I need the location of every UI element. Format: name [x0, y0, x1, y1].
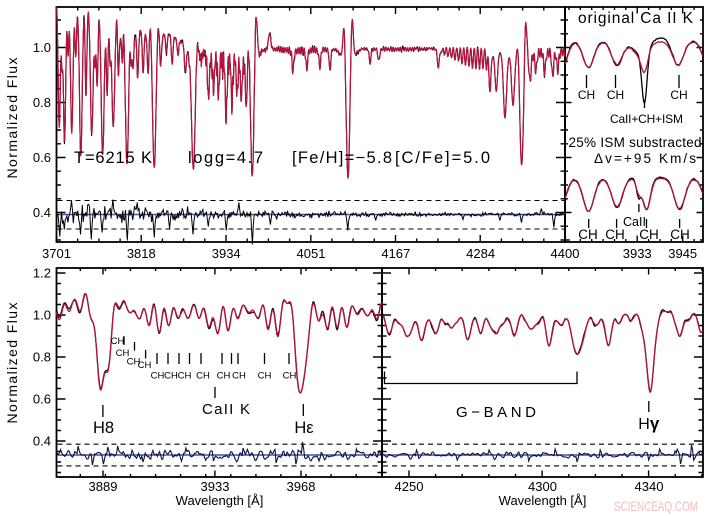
svg-text:25% ISM substracted: 25% ISM substracted	[569, 135, 702, 150]
svg-text:1.0: 1.0	[33, 308, 51, 323]
svg-text:Normalized Flux: Normalized Flux	[4, 303, 20, 424]
svg-text:0.4: 0.4	[33, 434, 51, 449]
svg-text:Wavelength [Å]: Wavelength [Å]	[499, 493, 587, 508]
svg-text:CaII: CaII	[623, 215, 646, 229]
svg-text:CH: CH	[217, 371, 231, 382]
svg-text:4250: 4250	[395, 479, 424, 494]
svg-text:3889: 3889	[89, 479, 118, 494]
svg-text:CH: CH	[670, 227, 690, 242]
svg-text:CH: CH	[232, 371, 246, 382]
svg-text:CaII K: CaII K	[202, 401, 250, 418]
svg-text:CH: CH	[639, 227, 659, 242]
svg-text:[Fe/H]=−5.8: [Fe/H]=−5.8	[292, 149, 392, 167]
svg-text:CH: CH	[196, 371, 210, 382]
svg-text:3933: 3933	[623, 246, 652, 261]
svg-text:4300: 4300	[528, 479, 557, 494]
svg-text:4400: 4400	[551, 246, 580, 261]
svg-text:H8: H8	[93, 419, 114, 437]
svg-text:0.6: 0.6	[33, 392, 51, 407]
svg-text:CaII+CH+ISM: CaII+CH+ISM	[610, 112, 683, 126]
svg-text:3701: 3701	[42, 246, 71, 261]
svg-text:CH: CH	[258, 371, 272, 382]
svg-text:4051: 4051	[297, 246, 326, 261]
svg-text:original Ca II K: original Ca II K	[578, 10, 694, 27]
svg-text:0.4: 0.4	[33, 205, 51, 220]
svg-text:Hε: Hε	[294, 419, 314, 437]
svg-text:0.6: 0.6	[33, 150, 51, 165]
svg-text:CH: CH	[164, 371, 178, 382]
svg-text:CH: CH	[116, 348, 130, 359]
svg-text:CH: CH	[111, 336, 125, 347]
svg-text:3933: 3933	[201, 479, 230, 494]
svg-text:SCIENCEAQ.COM: SCIENCEAQ.COM	[614, 498, 698, 514]
svg-text:CH: CH	[670, 88, 687, 102]
svg-text:Δv=+95 Km/s: Δv=+95 Km/s	[594, 151, 696, 166]
svg-text:Normalized Flux: Normalized Flux	[4, 58, 20, 179]
svg-text:Hγ: Hγ	[638, 414, 660, 433]
svg-text:0.8: 0.8	[33, 350, 51, 365]
svg-text:3968: 3968	[287, 479, 316, 494]
svg-text:CH: CH	[283, 371, 297, 382]
svg-text:CH: CH	[578, 227, 598, 242]
svg-text:T=6215 K: T=6215 K	[74, 149, 152, 167]
svg-text:4340: 4340	[635, 479, 664, 494]
svg-text:3818: 3818	[127, 246, 156, 261]
svg-text:CH: CH	[138, 360, 152, 371]
svg-text:CH: CH	[127, 357, 141, 368]
svg-text:3945: 3945	[668, 246, 697, 261]
svg-text:1.2: 1.2	[33, 266, 51, 281]
svg-text:4284: 4284	[466, 246, 495, 261]
svg-text:CH: CH	[151, 371, 165, 382]
svg-text:4167: 4167	[381, 246, 410, 261]
svg-text:[C/Fe]=5.0: [C/Fe]=5.0	[395, 149, 490, 167]
svg-text:CH: CH	[578, 88, 595, 102]
svg-text:CH: CH	[178, 371, 192, 382]
svg-text:CH: CH	[605, 227, 625, 242]
svg-text:CH: CH	[607, 88, 624, 102]
svg-text:0.8: 0.8	[33, 95, 51, 110]
svg-text:3934: 3934	[212, 246, 241, 261]
svg-text:Wavelength [Å]: Wavelength [Å]	[176, 493, 264, 508]
svg-text:1.0: 1.0	[33, 40, 51, 55]
svg-text:logg=4.7: logg=4.7	[188, 149, 263, 167]
